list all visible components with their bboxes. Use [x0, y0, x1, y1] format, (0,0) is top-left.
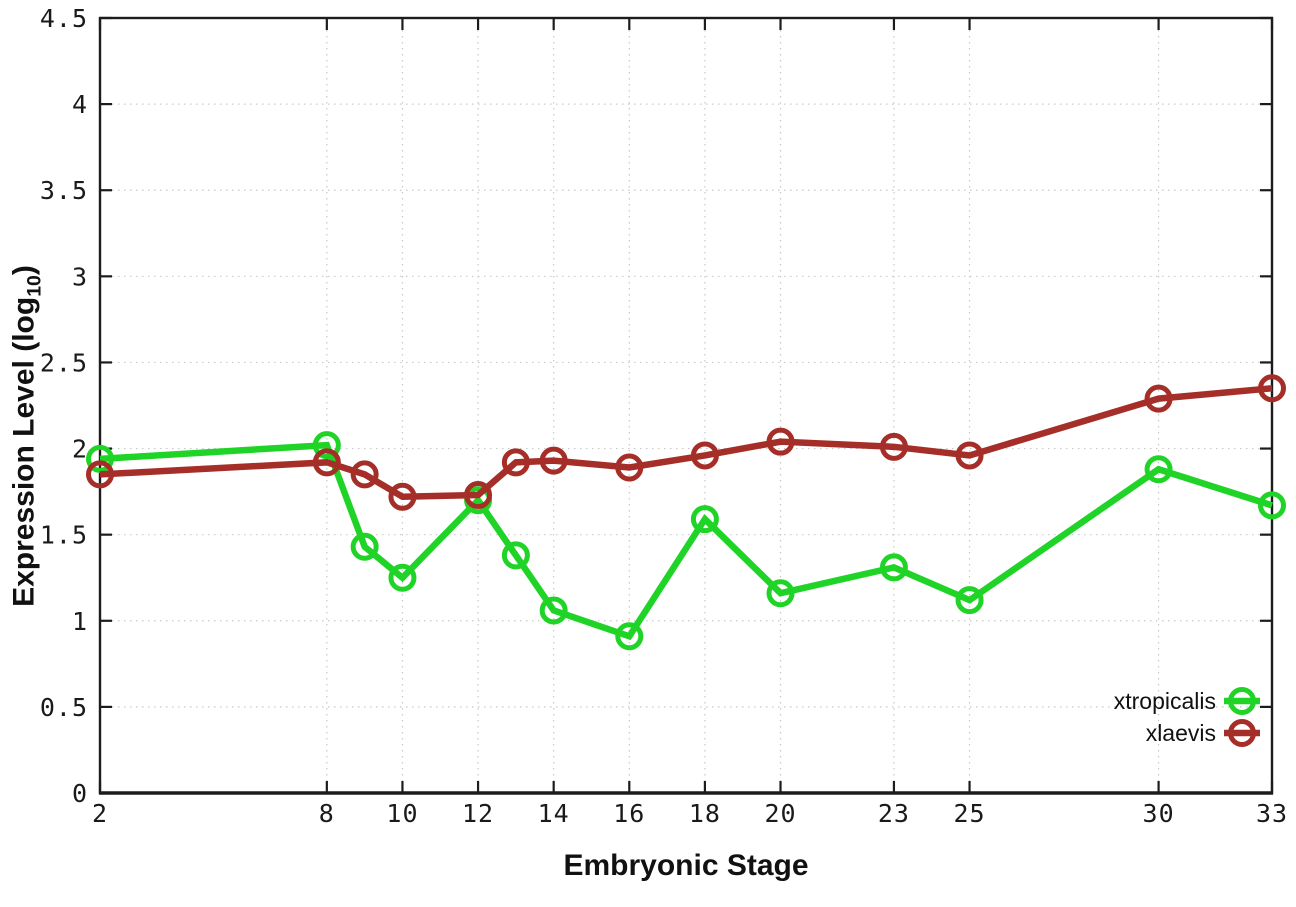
data-point-xlaevis [86, 460, 114, 489]
data-point-xlaevis [690, 441, 719, 470]
y-tick-label: 3 [72, 262, 88, 291]
legend-marker-xlaevis [1228, 719, 1256, 747]
x-tick-label: 16 [613, 799, 645, 828]
y-tick-label: 4.5 [40, 4, 88, 33]
x-tick-label: 30 [1143, 799, 1175, 828]
y-tick-label: 0 [72, 779, 88, 808]
series-line-xlaevis [99, 385, 1273, 501]
x-tick-label: 14 [538, 799, 570, 828]
y-axis-title-text: Expression Level (log [7, 296, 41, 607]
data-point-xlaevis [766, 427, 795, 456]
data-point-xlaevis [501, 448, 530, 477]
y-tick-label: 3.5 [40, 176, 88, 205]
data-point-xlaevis [539, 446, 568, 475]
x-tick-label: 2 [92, 799, 108, 828]
data-point-xtropicalis [1144, 455, 1173, 484]
data-point-xlaevis [350, 460, 379, 489]
x-tick-label: 8 [319, 799, 335, 828]
x-tick-label: 20 [764, 799, 796, 828]
y-tick-label: 1 [72, 607, 88, 636]
data-point-xlaevis [388, 482, 417, 511]
data-point-xlaevis [955, 441, 984, 470]
x-tick-label: 18 [689, 799, 721, 828]
data-point-xlaevis [464, 481, 493, 510]
y-axis-title-close: ) [7, 265, 41, 276]
data-point-xlaevis [615, 453, 644, 482]
data-point-xtropicalis [955, 586, 984, 615]
y-tick-label: 1.5 [40, 521, 88, 550]
y-tick-label: 2 [72, 435, 88, 464]
data-point-xtropicalis [766, 579, 795, 608]
data-point-xtropicalis [615, 622, 644, 651]
data-point-xlaevis [1258, 374, 1286, 403]
series-line-xtropicalis [99, 441, 1273, 641]
legend-label-xlaevis: xlaevis [1146, 720, 1216, 746]
legend-marker-xtropicalis [1228, 687, 1256, 715]
data-point-xtropicalis [350, 532, 379, 561]
x-tick-label: 33 [1256, 799, 1288, 828]
y-axis-title: Expression Level (log10) [8, 265, 47, 607]
data-point-xtropicalis [501, 541, 530, 570]
data-point-xlaevis [879, 432, 908, 461]
plot-border [98, 16, 1274, 795]
data-point-xtropicalis [690, 505, 719, 534]
data-point-xlaevis [1144, 384, 1173, 413]
legend-label-xtropicalis: xtropicalis [1114, 688, 1216, 714]
data-point-xtropicalis [388, 563, 417, 592]
data-point-xtropicalis [1258, 491, 1286, 520]
y-axis-title-subscript: 10 [23, 275, 46, 297]
x-tick-label: 25 [953, 799, 985, 828]
data-point-xtropicalis [539, 596, 568, 625]
y-tick-label: 4 [72, 90, 88, 119]
x-axis-title: Embryonic Stage [563, 849, 809, 882]
data-point-xtropicalis [86, 444, 114, 473]
x-tick-label: 12 [462, 799, 494, 828]
data-point-xtropicalis [879, 553, 908, 582]
data-point-xlaevis [312, 448, 341, 477]
x-tick-label: 10 [386, 799, 418, 828]
data-point-xtropicalis [312, 431, 341, 460]
y-tick-label: 2.5 [40, 348, 88, 377]
y-tick-label: 0.5 [40, 693, 88, 722]
x-tick-label: 23 [878, 799, 910, 828]
